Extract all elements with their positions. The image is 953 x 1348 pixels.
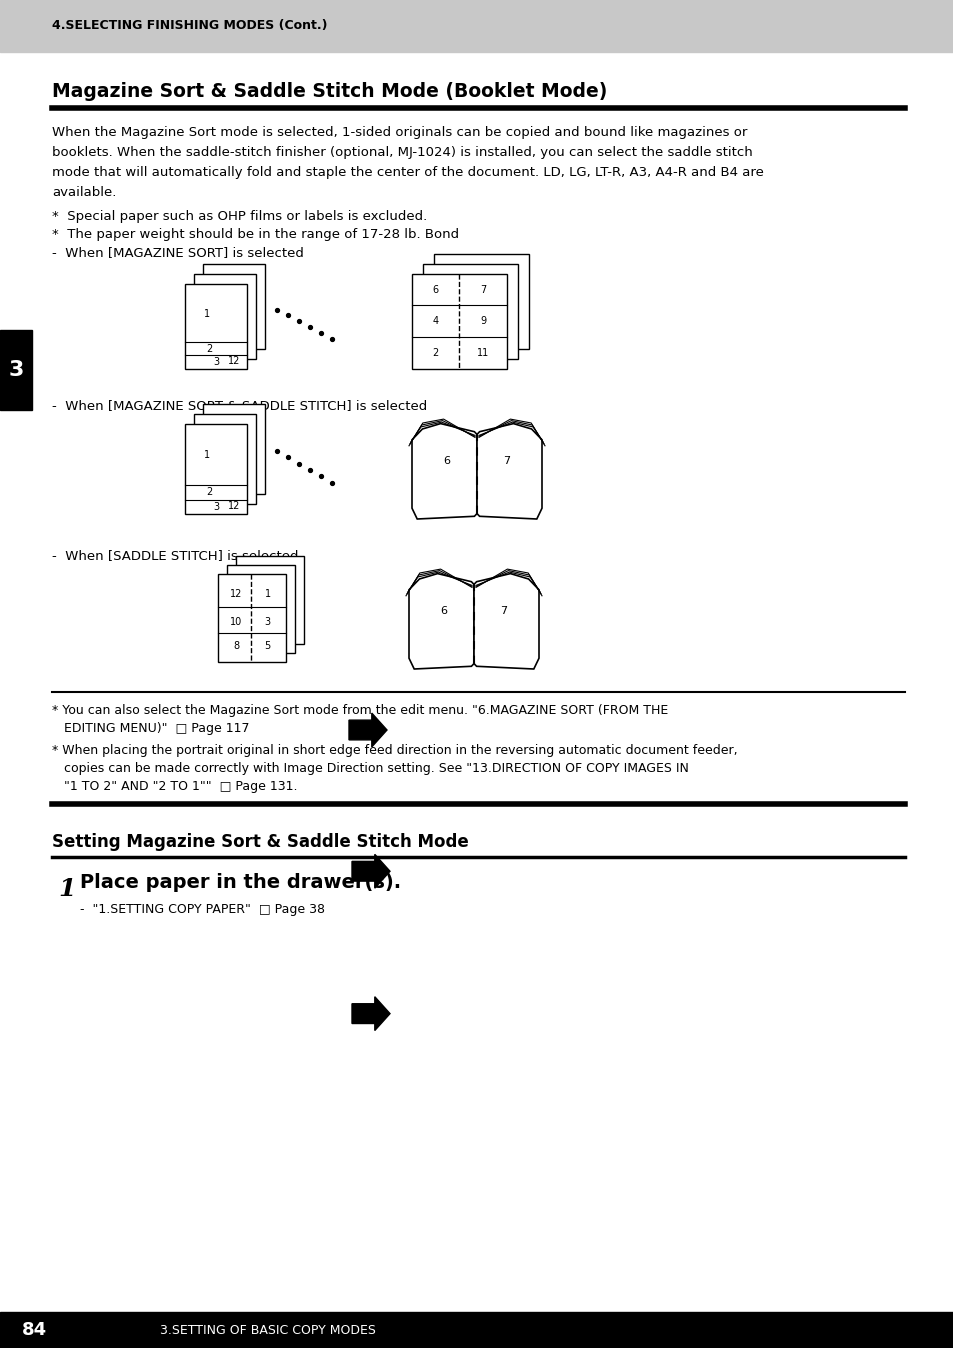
Text: 3: 3 xyxy=(9,360,24,380)
Text: 7: 7 xyxy=(479,284,486,295)
Text: 2: 2 xyxy=(207,488,213,497)
Text: 3: 3 xyxy=(264,617,271,627)
Bar xyxy=(193,274,255,359)
Polygon shape xyxy=(352,855,390,888)
Text: *  Special paper such as OHP films or labels is excluded.: * Special paper such as OHP films or lab… xyxy=(52,210,427,222)
Bar xyxy=(203,404,265,493)
Text: 3: 3 xyxy=(213,357,219,367)
Text: 6: 6 xyxy=(443,456,450,465)
Text: EDITING MENU)"  □ Page 117: EDITING MENU)" □ Page 117 xyxy=(52,723,250,735)
Bar xyxy=(0,0,953,53)
Bar xyxy=(185,425,247,514)
Polygon shape xyxy=(349,713,387,747)
Text: 9: 9 xyxy=(479,315,486,326)
Text: 2: 2 xyxy=(432,348,438,359)
Text: Magazine Sort & Saddle Stitch Mode (Booklet Mode): Magazine Sort & Saddle Stitch Mode (Book… xyxy=(52,82,607,101)
Polygon shape xyxy=(352,996,390,1030)
Polygon shape xyxy=(474,574,538,669)
Text: -  When [SADDLE STITCH] is selected: - When [SADDLE STITCH] is selected xyxy=(52,549,298,562)
Text: 1: 1 xyxy=(203,309,210,318)
Bar xyxy=(0,330,32,410)
Text: 12: 12 xyxy=(228,356,240,367)
Text: 4.SELECTING FINISHING MODES (Cont.): 4.SELECTING FINISHING MODES (Cont.) xyxy=(52,19,327,32)
Text: 5: 5 xyxy=(264,642,271,651)
Bar xyxy=(412,274,506,369)
Text: 84: 84 xyxy=(22,1321,47,1339)
Text: *  The paper weight should be in the range of 17-28 lb. Bond: * The paper weight should be in the rang… xyxy=(52,228,458,241)
Text: 1: 1 xyxy=(58,878,75,900)
Text: 1: 1 xyxy=(203,450,210,461)
Text: "1 TO 2" AND "2 TO 1""  □ Page 131.: "1 TO 2" AND "2 TO 1"" □ Page 131. xyxy=(52,780,297,793)
Text: Setting Magazine Sort & Saddle Stitch Mode: Setting Magazine Sort & Saddle Stitch Mo… xyxy=(52,833,468,851)
Bar xyxy=(218,574,286,662)
Bar xyxy=(203,264,265,349)
Bar xyxy=(227,565,294,652)
Text: 7: 7 xyxy=(499,605,507,616)
Text: 6: 6 xyxy=(433,284,438,295)
Text: 11: 11 xyxy=(476,348,489,359)
Text: 7: 7 xyxy=(503,456,510,465)
Bar xyxy=(193,414,255,504)
Text: * When placing the portrait original in short edge feed direction in the reversi: * When placing the portrait original in … xyxy=(52,744,737,758)
Text: 4: 4 xyxy=(433,315,438,326)
Text: 12: 12 xyxy=(228,501,240,511)
Polygon shape xyxy=(476,423,541,519)
Text: booklets. When the saddle-stitch finisher (optional, MJ-1024) is installed, you : booklets. When the saddle-stitch finishe… xyxy=(52,146,752,159)
Text: 6: 6 xyxy=(440,605,447,616)
Text: 3: 3 xyxy=(213,501,219,512)
Bar xyxy=(434,253,529,349)
Text: 8: 8 xyxy=(233,642,239,651)
Text: copies can be made correctly with Image Direction setting. See "13.DIRECTION OF : copies can be made correctly with Image … xyxy=(52,762,688,775)
Text: available.: available. xyxy=(52,186,116,200)
Bar xyxy=(422,264,517,359)
Text: -  "1.SETTING COPY PAPER"  □ Page 38: - "1.SETTING COPY PAPER" □ Page 38 xyxy=(80,903,325,917)
Text: Place paper in the drawer(s).: Place paper in the drawer(s). xyxy=(80,874,400,892)
Text: mode that will automatically fold and staple the center of the document. LD, LG,: mode that will automatically fold and st… xyxy=(52,166,763,179)
Text: 12: 12 xyxy=(230,589,242,600)
Bar xyxy=(235,555,304,644)
Text: 3.SETTING OF BASIC COPY MODES: 3.SETTING OF BASIC COPY MODES xyxy=(160,1324,375,1336)
Polygon shape xyxy=(412,423,476,519)
Text: 2: 2 xyxy=(207,344,213,353)
Bar xyxy=(0,1312,953,1348)
Polygon shape xyxy=(409,574,474,669)
Text: -  When [MAGAZINE SORT & SADDLE STITCH] is selected: - When [MAGAZINE SORT & SADDLE STITCH] i… xyxy=(52,399,427,412)
Text: -  When [MAGAZINE SORT] is selected: - When [MAGAZINE SORT] is selected xyxy=(52,245,304,259)
Bar xyxy=(185,284,247,369)
Text: 1: 1 xyxy=(264,589,271,600)
Text: 10: 10 xyxy=(230,617,242,627)
Text: * You can also select the Magazine Sort mode from the edit menu. "6.MAGAZINE SOR: * You can also select the Magazine Sort … xyxy=(52,704,667,717)
Text: When the Magazine Sort mode is selected, 1-sided originals can be copied and bou: When the Magazine Sort mode is selected,… xyxy=(52,125,746,139)
